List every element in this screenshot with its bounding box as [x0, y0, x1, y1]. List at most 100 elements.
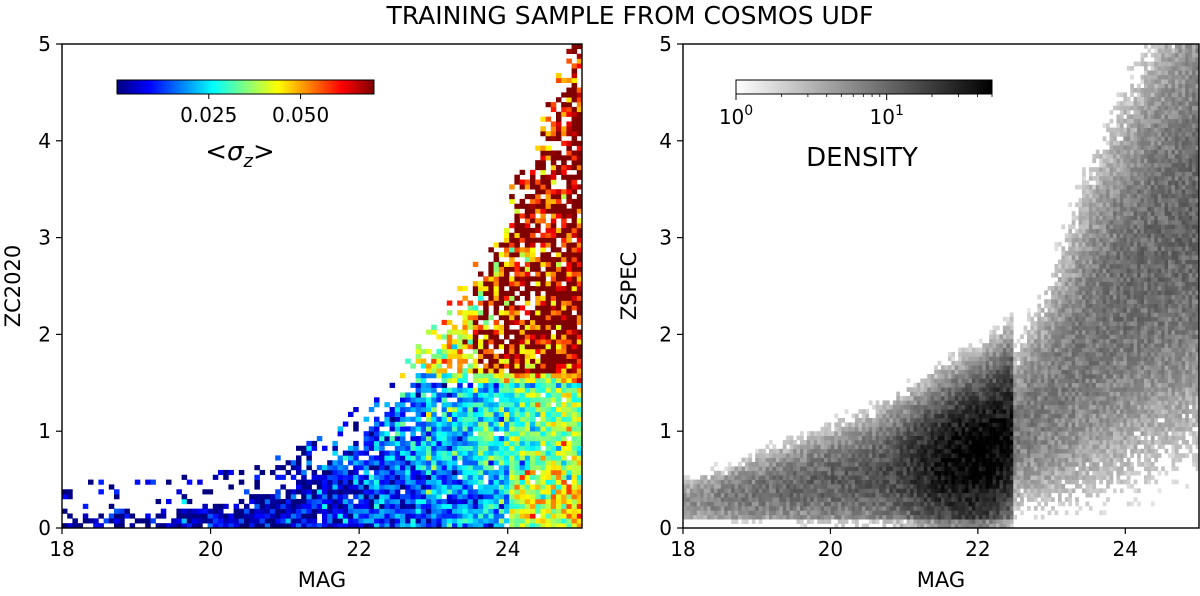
heatmap-cell — [1002, 523, 1007, 528]
heatmap-cell — [519, 523, 526, 528]
heatmap-cell — [968, 374, 973, 379]
heatmap-cell — [927, 523, 931, 528]
heatmap-cell — [478, 494, 484, 500]
heatmap-cell — [841, 462, 845, 467]
heatmap-cell — [452, 348, 458, 355]
heatmap-cell — [927, 475, 931, 480]
heatmap-cell — [519, 368, 526, 374]
heatmap-cell — [259, 498, 266, 505]
heatmap-cell — [483, 286, 489, 292]
heatmap-cell — [384, 421, 390, 427]
heatmap-cell — [868, 514, 873, 520]
heatmap-cell — [72, 518, 78, 524]
heatmap-cell — [571, 174, 578, 180]
heatmap-cell — [576, 392, 582, 398]
heatmap-cell — [296, 460, 302, 466]
heatmap-cell — [457, 358, 463, 364]
heatmap-cell — [457, 469, 463, 476]
heatmap-cell — [727, 475, 732, 480]
heatmap-cell — [530, 469, 536, 476]
heatmap-cell — [379, 484, 385, 490]
heatmap-cell — [875, 519, 880, 524]
heatmap-cell — [498, 411, 505, 417]
heatmap-cell — [910, 479, 914, 485]
cb1-label-symbol: σ — [227, 137, 245, 167]
heatmap-cell — [748, 484, 753, 489]
heatmap-cell — [830, 453, 835, 458]
heatmap-cell — [934, 484, 938, 489]
heatmap-cell — [566, 305, 572, 311]
heatmap-cell — [779, 492, 784, 498]
heatmap-cell — [348, 460, 354, 466]
heatmap-cell — [571, 271, 578, 277]
heatmap-cell — [426, 416, 432, 422]
heatmap-cell — [488, 465, 494, 471]
heatmap-cell — [550, 498, 557, 505]
heatmap-cell — [535, 324, 541, 330]
heatmap-cell — [954, 501, 959, 507]
heatmap-cell — [566, 121, 572, 127]
heatmap-cell — [693, 501, 698, 507]
heatmap-cell — [958, 356, 962, 362]
heatmap-cell — [530, 310, 536, 316]
heatmap-cell — [509, 402, 515, 408]
heatmap-cell — [327, 498, 333, 505]
heatmap-cell — [920, 444, 925, 450]
heatmap-cell — [803, 497, 808, 502]
heatmap-cell — [875, 484, 880, 489]
heatmap-cell — [415, 373, 422, 379]
heatmap-cell — [410, 445, 416, 451]
heatmap-cell — [550, 227, 557, 234]
heatmap-cell — [452, 339, 458, 345]
heatmap-cell — [913, 400, 918, 406]
heatmap-cell — [903, 444, 907, 450]
heatmap-cell — [1013, 514, 1017, 520]
heatmap-cell — [530, 232, 536, 238]
heatmap-cell — [420, 392, 427, 398]
heatmap-cell — [306, 494, 312, 500]
heatmap-cell — [889, 422, 894, 428]
heatmap-cell — [1009, 519, 1014, 524]
heatmap-cell — [844, 492, 849, 498]
heatmap-cell — [561, 106, 567, 113]
heatmap-cell — [415, 508, 422, 514]
heatmap-cell — [975, 396, 980, 401]
heatmap-cell — [910, 404, 914, 410]
heatmap-cell — [1006, 343, 1011, 348]
heatmap-cell — [483, 513, 489, 519]
heatmap-cell — [561, 266, 567, 272]
heatmap-cell — [566, 223, 572, 229]
heatmap-cell — [478, 339, 484, 345]
heatmap-cell — [493, 474, 500, 480]
heatmap-cell — [556, 310, 562, 316]
heatmap-cell — [872, 479, 876, 485]
heatmap-cell — [934, 470, 938, 476]
heatmap-cell — [724, 484, 729, 489]
heatmap-cell — [436, 489, 442, 495]
heatmap-cell — [441, 411, 448, 417]
heatmap-cell — [961, 440, 966, 445]
heatmap-cell — [1002, 382, 1007, 388]
heatmap-cell — [906, 501, 911, 507]
heatmap-cell — [212, 474, 219, 480]
heatmap-cell — [951, 413, 956, 419]
heatmap-cell — [306, 440, 312, 447]
heatmap-cell — [441, 392, 448, 398]
heatmap-cell — [978, 347, 983, 353]
heatmap-cell — [571, 344, 578, 350]
heatmap-cell — [493, 494, 500, 500]
heatmap-cell — [971, 352, 976, 357]
heatmap-cell — [989, 334, 993, 340]
heatmap-cell — [561, 377, 567, 384]
heatmap-cell — [906, 510, 911, 516]
heatmap-cell — [561, 460, 567, 466]
heatmap-cell — [989, 479, 993, 485]
heatmap-cell — [992, 510, 997, 516]
heatmap-cell — [556, 445, 562, 451]
heatmap-cell — [892, 400, 897, 406]
heatmap-cell — [436, 465, 442, 471]
heatmap-cell — [717, 475, 722, 480]
heatmap-cell — [796, 457, 801, 463]
heatmap-cell — [478, 498, 484, 505]
heatmap-cell — [975, 387, 980, 392]
